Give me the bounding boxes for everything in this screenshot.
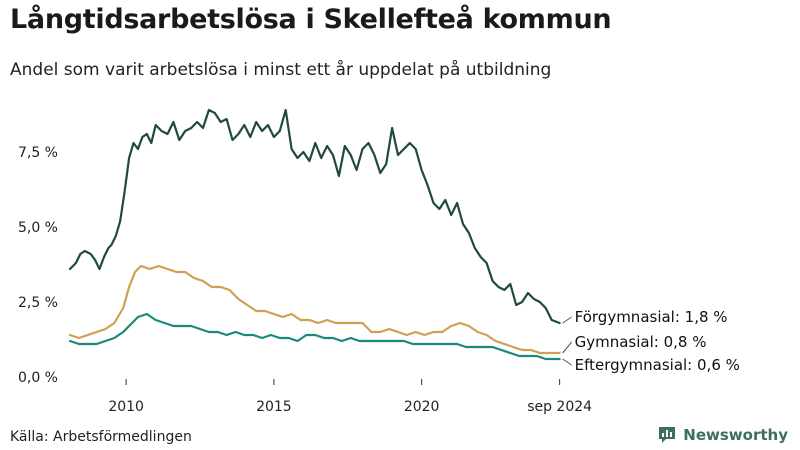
series-end-label: Gymnasial: 0,8 %	[575, 333, 707, 351]
x-tick-label: sep 2024	[527, 399, 592, 415]
x-tick-label: 2015	[256, 399, 292, 415]
label-leader-line	[562, 316, 572, 324]
bar-chart-icon	[659, 427, 676, 443]
series-line-gymnasial	[68, 264, 561, 355]
newsworthy-logo: Newsworthy	[657, 425, 788, 445]
series-end-label: Förgymnasial: 1,8 %	[575, 308, 728, 326]
series-end-label: Eftergymnasial: 0,6 %	[575, 356, 740, 374]
source-note: Källa: Arbetsförmedlingen	[10, 429, 192, 445]
chart-subtitle: Andel som varit arbetslösa i minst ett å…	[10, 60, 552, 80]
x-tick-label: 2020	[404, 399, 440, 415]
y-tick-label: 7,5 %	[18, 145, 58, 161]
chart-title: Långtidsarbetslösa i Skellefteå kommun	[10, 4, 612, 35]
y-tick-label: 2,5 %	[18, 295, 58, 311]
brand-name: Newsworthy	[683, 426, 788, 444]
x-tick-label: 2010	[108, 399, 144, 415]
series-line-förgymnasial	[68, 108, 561, 325]
x-axis: 2010 2015 2020 sep 2024	[108, 379, 592, 415]
y-tick-label: 0,0 %	[18, 370, 58, 386]
series-lines	[68, 108, 561, 361]
series-end-labels: Förgymnasial: 1,8 % Gymnasial: 0,8 % Efter…	[562, 308, 740, 374]
series-line-eftergymnasial	[68, 312, 561, 361]
y-axis: 0,0 % 2,5 % 5,0 % 7,5 %	[18, 145, 58, 386]
label-leader-line	[562, 341, 573, 354]
label-leader-line	[562, 358, 572, 366]
y-tick-label: 5,0 %	[18, 220, 58, 236]
